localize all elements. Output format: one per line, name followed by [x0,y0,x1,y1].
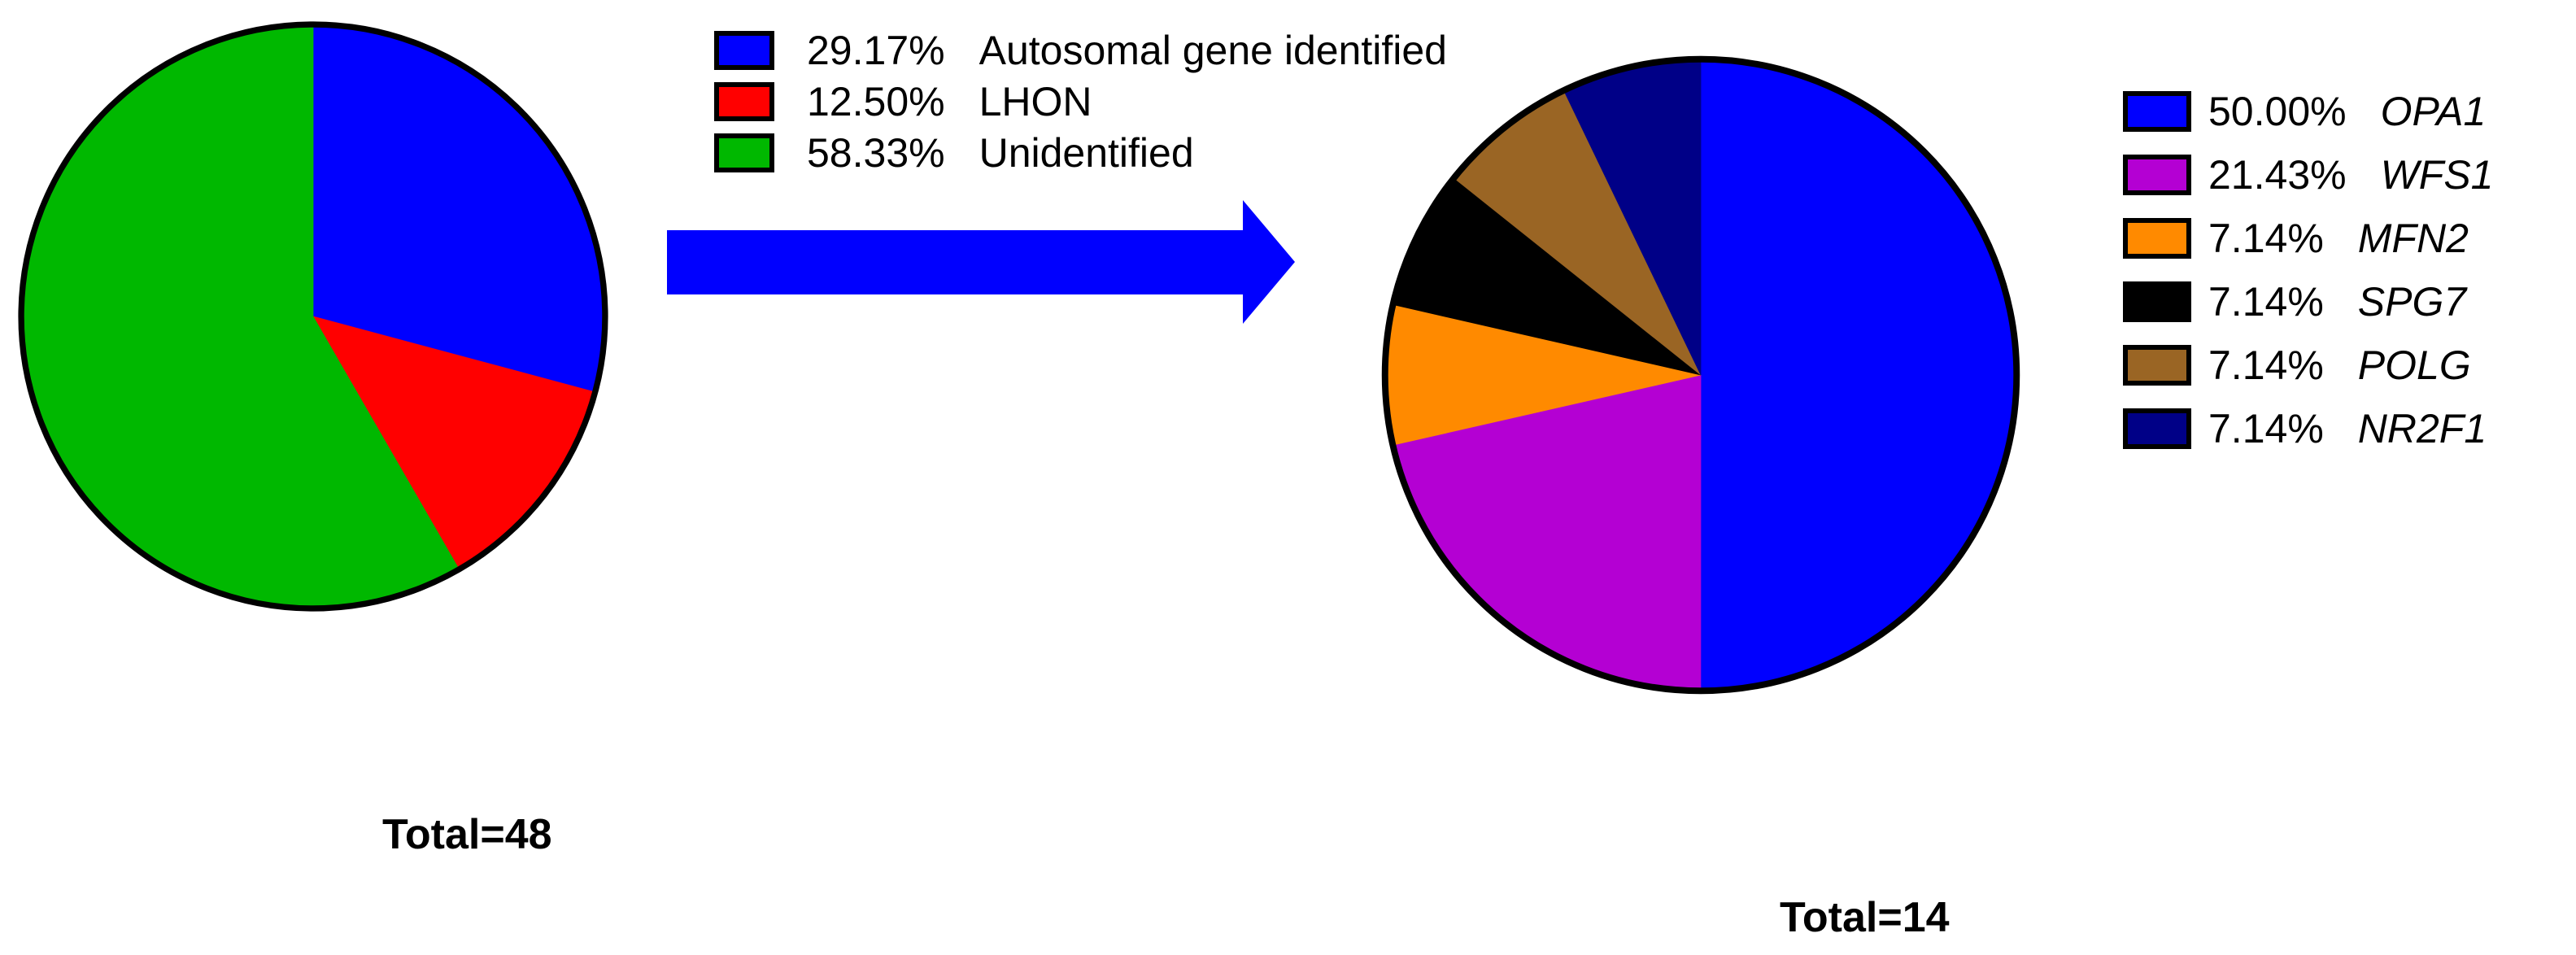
total-label-right: Total=14 [1780,894,1950,941]
legend-label: POLG [2357,342,2471,388]
legend-label: WFS1 [2380,152,2494,198]
legend-item: 50.00% OPA1 [2123,80,2494,143]
legend-percent: 21.43% [2208,152,2347,198]
legend-label: NR2F1 [2357,406,2487,451]
legend-genes: 50.00% OPA1 21.43% WFS1 7.14% MFN2 7.14%… [2123,80,2494,460]
legend-percent: 7.14% [2208,216,2324,261]
pie-slice-opa1 [1700,59,2017,691]
legend-swatch [714,133,774,172]
pie-chart-genes [1381,55,2020,695]
legend-label: SPG7 [2357,279,2467,325]
legend-percent: 50.00% [2208,89,2347,134]
legend-swatch [2123,218,2191,259]
legend-percent: 58.33% [807,129,945,176]
legend-item: 7.14% MFN2 [2123,207,2494,270]
legend-item: 7.14% NR2F1 [2123,397,2494,460]
legend-percent: 7.14% [2208,279,2324,325]
pie-outline [1381,55,2020,695]
legend-label: LHON [979,78,1092,124]
legend-percent: 7.14% [2208,342,2324,388]
legend-item: 7.14% SPG7 [2123,270,2494,334]
legend-item: 7.14% POLG [2123,334,2494,397]
legend-swatch [2123,408,2191,449]
legend-swatch [2123,281,2191,322]
legend-swatch [2123,345,2191,386]
legend-swatch [714,81,774,121]
legend-item: 29.17% Autosomal gene identified [714,24,1447,76]
legend-swatch [2123,91,2191,132]
pie-chart-cohort [18,21,608,612]
legend-percent: 29.17% [807,27,945,73]
legend-item: 12.50% LHON [714,76,1447,127]
legend-label: Unidentified [979,129,1194,176]
legend-item: 21.43% WFS1 [2123,143,2494,207]
arrow-right-icon [667,200,1295,324]
legend-label: OPA1 [2380,89,2487,134]
legend-label: MFN2 [2357,216,2469,261]
legend-swatch [714,30,774,70]
legend-percent: 7.14% [2208,406,2324,451]
arrow-right-shape [667,200,1295,324]
total-label-left: Total=48 [382,811,552,858]
legend-item: 58.33% Unidentified [714,127,1447,178]
legend-percent: 12.50% [807,78,945,124]
legend-swatch [2123,155,2191,195]
legend-cohort: 29.17% Autosomal gene identified 12.50% … [714,24,1447,178]
pie-outline [18,21,608,612]
legend-label: Autosomal gene identified [979,27,1447,73]
